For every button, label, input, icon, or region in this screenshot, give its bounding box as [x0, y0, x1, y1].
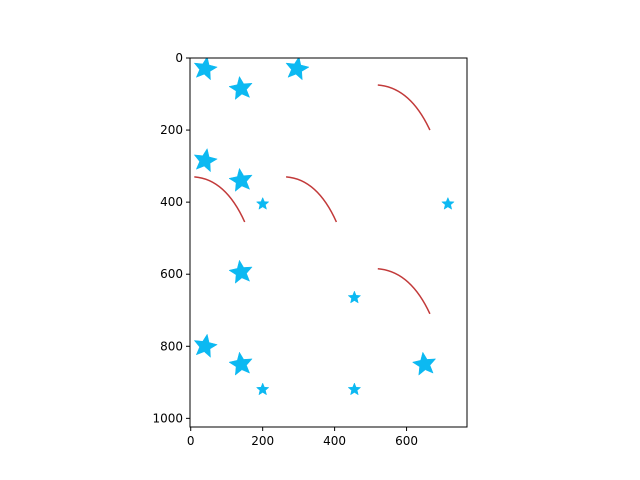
star-icon: [193, 333, 218, 358]
y-tick-label: 800: [160, 339, 183, 353]
star-icon: [411, 351, 437, 376]
curve-line-4: [377, 268, 431, 315]
star-icon: [347, 382, 362, 396]
star-icon: [255, 382, 270, 396]
star-icon: [347, 290, 362, 304]
x-tick-label: 400: [323, 434, 346, 448]
y-tick-label: 0: [175, 51, 183, 65]
x-tick-label: 600: [395, 434, 418, 448]
star-icon: [228, 351, 253, 376]
axes: 0 200 400 600 0 200 400 600 800 1000: [152, 51, 418, 448]
star-icon: [228, 167, 253, 192]
star-icon: [441, 196, 455, 210]
star-icon: [193, 58, 218, 81]
y-tick-label: 600: [160, 267, 183, 281]
star-icon: [193, 147, 218, 173]
star-icon: [255, 196, 270, 210]
y-tick-label: 1000: [152, 411, 183, 425]
curve-line-3: [286, 176, 338, 223]
curve-line-2: [194, 176, 246, 223]
star-icon: [228, 75, 253, 100]
plot-area-background: [190, 58, 467, 427]
plot-marks: [193, 58, 455, 396]
star-icon: [285, 58, 310, 81]
x-tick-label: 200: [251, 434, 274, 448]
y-tick-label: 400: [160, 195, 183, 209]
curve-line-1: [377, 84, 431, 131]
plot-frame: [189, 57, 468, 428]
y-tick-label: 200: [160, 123, 183, 137]
x-tick-label: 0: [187, 434, 195, 448]
star-icon: [228, 259, 253, 284]
